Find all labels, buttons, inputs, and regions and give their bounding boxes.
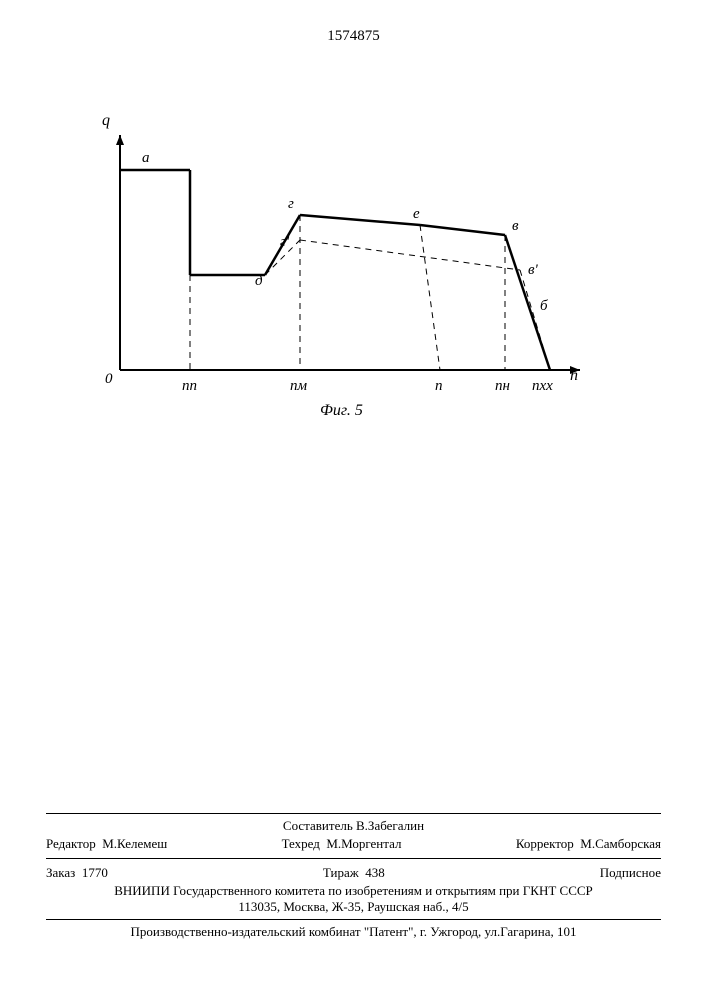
- circulation-label: Тираж: [323, 865, 359, 880]
- editor-label: Редактор: [46, 836, 96, 851]
- tick-nh: nн: [495, 378, 510, 394]
- label-d: д: [255, 273, 263, 289]
- editor-name: М.Келемеш: [102, 836, 167, 851]
- circulation-number: 438: [365, 865, 385, 880]
- tech-label: Техред: [282, 836, 320, 851]
- org-line1: ВНИИПИ Государственного комитета по изоб…: [46, 883, 661, 899]
- tech-name: М.Моргентал: [326, 836, 401, 851]
- tick-nm: nм: [290, 378, 308, 394]
- compiler-label: Составитель: [283, 818, 353, 833]
- subscription: Подписное: [600, 865, 661, 881]
- label-vp: в': [528, 262, 539, 278]
- divider: [46, 813, 661, 814]
- compiler-name: В.Забегалин: [356, 818, 424, 833]
- divider: [46, 858, 661, 859]
- tick-n: n: [435, 378, 443, 394]
- y-axis-label: q: [102, 112, 110, 129]
- figure-5: q n 0 а д г г' е в в' б nп nм n nн nхх Ф…: [90, 100, 590, 410]
- origin-label: 0: [105, 371, 113, 387]
- label-v: в: [512, 218, 519, 234]
- corrector-name: М.Самборская: [580, 836, 661, 851]
- order-number: 1770: [82, 865, 108, 880]
- label-e: е: [413, 206, 420, 222]
- label-gp: г': [280, 234, 290, 250]
- corrector-label: Корректор: [516, 836, 574, 851]
- label-g: г: [288, 196, 294, 212]
- patent-number: 1574875: [0, 28, 707, 45]
- tick-nxx: nхх: [532, 378, 553, 394]
- figure-caption: Фиг. 5: [320, 402, 363, 419]
- order-label: Заказ: [46, 865, 75, 880]
- label-a: а: [142, 150, 150, 166]
- label-b: б: [540, 298, 548, 314]
- colophon: Составитель В.Забегалин Редактор М.Келем…: [46, 809, 661, 940]
- tick-np: nп: [182, 378, 197, 394]
- printer-line: Производственно-издательский комбинат "П…: [46, 924, 661, 940]
- divider: [46, 919, 661, 920]
- x-axis-label: n: [570, 367, 578, 384]
- org-line2: 113035, Москва, Ж-35, Раушская наб., 4/5: [46, 899, 661, 915]
